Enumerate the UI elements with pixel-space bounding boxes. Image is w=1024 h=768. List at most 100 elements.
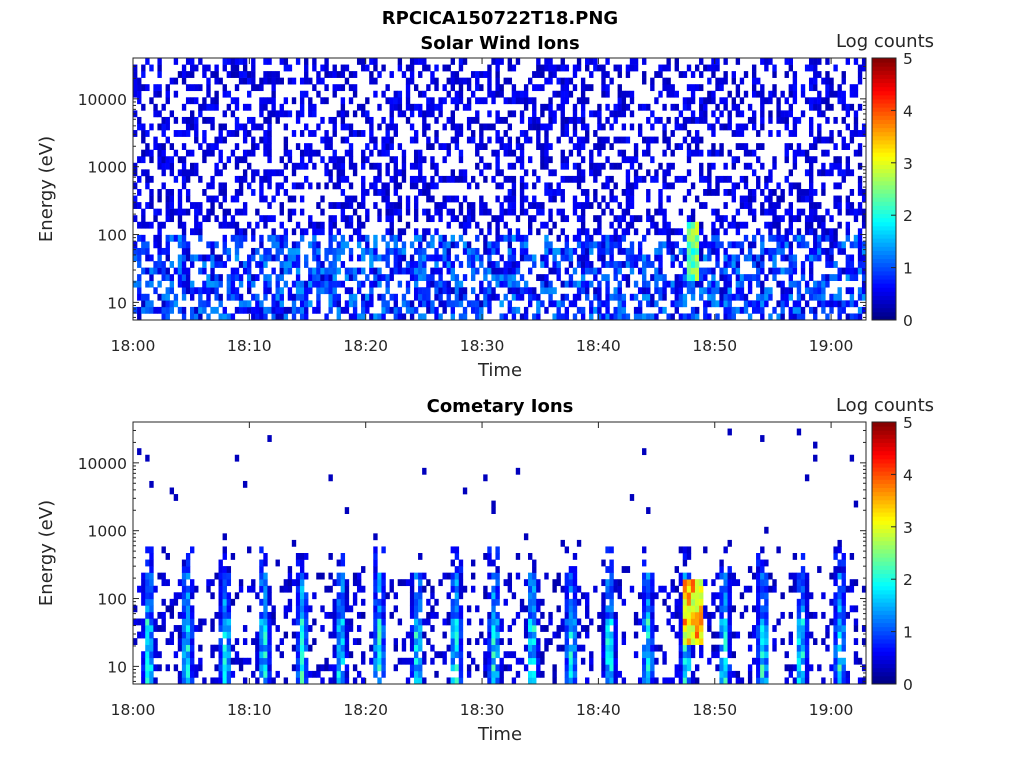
- heatmap-cell: [324, 182, 329, 190]
- heatmap-cell: [491, 293, 496, 301]
- heatmap-cell: [857, 143, 863, 150]
- heatmap-cell: [141, 625, 146, 632]
- heatmap-cell: [198, 103, 203, 111]
- heatmap-cell: [605, 651, 610, 659]
- heatmap-cell: [536, 136, 541, 144]
- heatmap-cell: [597, 215, 602, 223]
- heatmap-cell: [666, 195, 671, 203]
- heatmap-cell: [446, 267, 451, 275]
- heatmap-cell: [181, 208, 187, 216]
- heatmap-cell: [686, 149, 692, 157]
- heatmap-cell: [381, 585, 386, 593]
- heatmap-cell: [601, 618, 606, 626]
- heatmap-cell: [295, 611, 301, 619]
- heatmap-cell: [361, 182, 366, 190]
- heatmap-cell: [690, 234, 696, 242]
- heatmap-cell: [247, 261, 252, 268]
- heatmap-cell: [772, 189, 777, 196]
- heatmap-cell: [194, 215, 199, 223]
- heatmap-cell: [686, 631, 692, 639]
- heatmap-cell: [426, 306, 431, 314]
- heatmap-cell: [238, 280, 244, 288]
- heatmap-cell: [479, 202, 484, 209]
- heatmap-cell: [727, 241, 732, 249]
- heatmap-cell: [788, 228, 793, 236]
- heatmap-cell: [190, 592, 195, 600]
- heatmap-cell: [153, 90, 158, 98]
- heatmap-cell: [422, 651, 427, 659]
- heatmap-cell: [336, 280, 341, 288]
- heatmap-cell: [747, 149, 753, 157]
- heatmap-cell: [418, 313, 423, 321]
- heatmap-cell: [458, 58, 464, 65]
- heatmap-cell: [580, 274, 586, 281]
- heatmap-cell: [320, 261, 325, 268]
- heatmap-cell: [495, 664, 500, 672]
- heatmap-cell: [324, 280, 329, 288]
- colorbar-segment: [872, 234, 896, 239]
- plot-frame: [132, 57, 867, 321]
- heatmap-cell: [796, 195, 802, 203]
- heatmap-cell: [662, 280, 667, 288]
- heatmap-cell: [593, 228, 598, 236]
- heatmap-cell: [621, 103, 627, 111]
- heatmap-cell: [458, 572, 464, 580]
- heatmap-cell: [568, 280, 574, 288]
- heatmap-cell: [226, 657, 232, 665]
- heatmap-cell: [629, 110, 635, 118]
- heatmap-cell: [202, 130, 207, 137]
- heatmap-cell: [821, 234, 826, 242]
- heatmap-cell: [800, 195, 806, 203]
- heatmap-cell: [454, 572, 460, 580]
- heatmap-cell: [320, 208, 325, 216]
- heatmap-cell: [279, 234, 284, 242]
- heatmap-cell: [255, 313, 260, 321]
- heatmap-cell: [185, 644, 191, 652]
- heatmap-cell: [430, 215, 435, 223]
- heatmap-cell: [169, 169, 175, 177]
- heatmap-cell: [149, 559, 154, 567]
- heatmap-cell: [804, 189, 810, 196]
- heatmap-cell: [536, 651, 541, 659]
- heatmap-cell: [499, 280, 504, 288]
- heatmap-cell: [613, 579, 618, 587]
- heatmap-cell: [642, 136, 647, 144]
- heatmap-cell: [185, 97, 191, 105]
- heatmap-cell: [133, 202, 138, 209]
- heatmap-cell: [267, 156, 272, 164]
- heatmap-cell: [780, 267, 785, 275]
- heatmap-cell: [813, 234, 818, 242]
- heatmap-cell: [519, 202, 525, 209]
- heatmap-cell: [267, 116, 272, 124]
- heatmap-cell: [776, 300, 781, 308]
- heatmap-cell: [422, 467, 427, 475]
- heatmap-cell: [576, 228, 582, 236]
- heatmap-cell: [829, 254, 834, 262]
- heatmap-cell: [450, 611, 455, 619]
- heatmap-cell: [743, 254, 749, 262]
- heatmap-cell: [711, 592, 716, 600]
- heatmap-cell: [295, 182, 301, 190]
- heatmap-cell: [291, 664, 297, 672]
- heatmap-cell: [821, 293, 826, 301]
- heatmap-cell: [434, 202, 439, 209]
- heatmap-cell: [751, 90, 757, 98]
- heatmap-cell: [283, 579, 289, 587]
- heatmap-cell: [784, 123, 789, 131]
- heatmap-cell: [458, 618, 464, 626]
- heatmap-cell: [585, 598, 590, 606]
- heatmap-cell: [454, 97, 460, 105]
- heatmap-cell: [393, 175, 398, 183]
- heatmap-cell: [719, 598, 724, 606]
- heatmap-cell: [226, 598, 232, 606]
- heatmap-cell: [393, 103, 398, 111]
- heatmap-cell: [450, 84, 455, 92]
- heatmap-cell: [475, 234, 480, 242]
- heatmap-cell: [715, 228, 720, 236]
- heatmap-cell: [585, 293, 590, 301]
- heatmap-cell: [788, 130, 793, 137]
- heatmap-cell: [519, 274, 525, 281]
- heatmap-cell: [747, 254, 753, 262]
- heatmap-cell: [625, 136, 631, 144]
- heatmap-cell: [808, 274, 814, 281]
